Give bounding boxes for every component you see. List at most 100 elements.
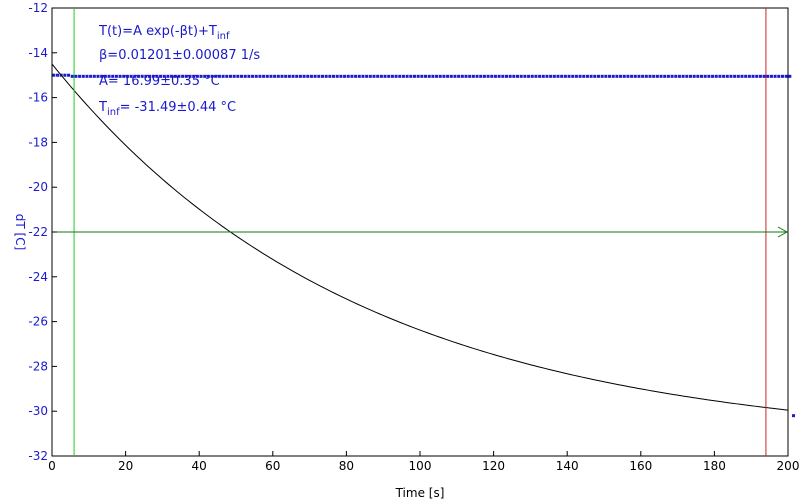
data-point — [357, 74, 361, 78]
data-point — [718, 74, 722, 78]
data-point — [265, 74, 269, 78]
data-point — [626, 74, 630, 78]
data-point — [700, 74, 704, 78]
data-point — [107, 74, 111, 78]
data-point — [457, 74, 461, 78]
data-point — [512, 74, 516, 78]
data-point — [309, 74, 313, 78]
data-point — [633, 74, 637, 78]
data-point — [350, 74, 354, 78]
data-point — [394, 74, 398, 78]
data-point — [442, 74, 446, 78]
data-point — [490, 74, 494, 78]
data-point — [291, 74, 295, 78]
data-point — [398, 74, 402, 78]
y-tick-label: -28 — [28, 359, 48, 373]
data-point — [725, 74, 729, 78]
data-point — [685, 74, 689, 78]
data-point — [114, 74, 118, 78]
data-point — [596, 74, 600, 78]
fit-tinf: Tinf= -31.49±0.44 °C — [98, 100, 236, 118]
y-tick-label: -20 — [28, 180, 48, 194]
data-point — [354, 74, 358, 78]
data-point — [125, 74, 129, 78]
data-point — [519, 74, 523, 78]
data-point — [401, 74, 405, 78]
x-tick-label: 120 — [482, 459, 505, 473]
data-point — [655, 74, 659, 78]
data-point — [431, 74, 435, 78]
data-point — [276, 74, 280, 78]
data-point — [412, 74, 416, 78]
data-point — [508, 74, 512, 78]
x-tick-label: 180 — [703, 459, 726, 473]
data-point — [379, 74, 383, 78]
data-point — [383, 74, 387, 78]
data-point — [611, 74, 615, 78]
data-point — [243, 74, 247, 78]
data-point — [177, 74, 181, 78]
data-point — [464, 74, 468, 78]
data-point — [405, 74, 409, 78]
data-point — [740, 74, 744, 78]
data-point — [641, 74, 645, 78]
data-point — [593, 74, 597, 78]
data-point — [184, 74, 188, 78]
data-point — [192, 74, 196, 78]
y-tick-label: -12 — [28, 1, 48, 15]
data-point — [435, 74, 439, 78]
data-point — [703, 74, 707, 78]
data-point — [387, 74, 391, 78]
data-point — [225, 74, 229, 78]
data-point — [541, 74, 545, 78]
data-point — [523, 74, 527, 78]
data-point — [203, 74, 207, 78]
data-point — [420, 74, 424, 78]
data-point — [792, 414, 796, 418]
data-point — [140, 74, 144, 78]
data-point — [89, 74, 93, 78]
fit-formula: T(t)=A exp(-βt)+Tinf — [98, 24, 230, 42]
data-point — [773, 74, 777, 78]
data-point — [240, 74, 244, 78]
data-point — [335, 74, 339, 78]
data-point — [129, 74, 133, 78]
horizontal-marker-arrow-icon[interactable] — [777, 226, 789, 238]
data-point — [762, 74, 766, 78]
data-point — [652, 74, 656, 78]
data-point — [758, 74, 762, 78]
y-tick-label: -26 — [28, 315, 48, 329]
data-point — [390, 74, 394, 78]
x-axis: 0 20 40 60 80 100 120 140 160 180 200 — [48, 451, 799, 473]
data-point — [644, 74, 648, 78]
data-point — [563, 74, 567, 78]
data-point — [166, 74, 170, 78]
data-point — [118, 74, 122, 78]
fit-amplitude: A= 16.99±0.35 °C — [99, 74, 220, 89]
data-point — [339, 74, 343, 78]
data-point — [681, 74, 685, 78]
data-point — [328, 74, 332, 78]
data-point — [317, 74, 321, 78]
y-tick-label: -22 — [28, 225, 48, 239]
data-point — [247, 74, 251, 78]
data-point — [306, 74, 310, 78]
data-point — [170, 74, 174, 78]
data-point — [262, 74, 266, 78]
data-point — [103, 74, 107, 78]
data-point — [468, 74, 472, 78]
data-point — [365, 74, 369, 78]
data-point — [736, 74, 740, 78]
data-point — [471, 74, 475, 78]
data-point — [516, 74, 520, 78]
data-point — [585, 74, 589, 78]
y-tick-label: -14 — [28, 46, 48, 60]
data-point — [320, 74, 324, 78]
y-tick-label: -32 — [28, 449, 48, 463]
data-point — [497, 74, 501, 78]
data-point — [159, 74, 163, 78]
data-point — [78, 74, 82, 78]
data-point — [692, 74, 696, 78]
y-tick-label: -18 — [28, 135, 48, 149]
